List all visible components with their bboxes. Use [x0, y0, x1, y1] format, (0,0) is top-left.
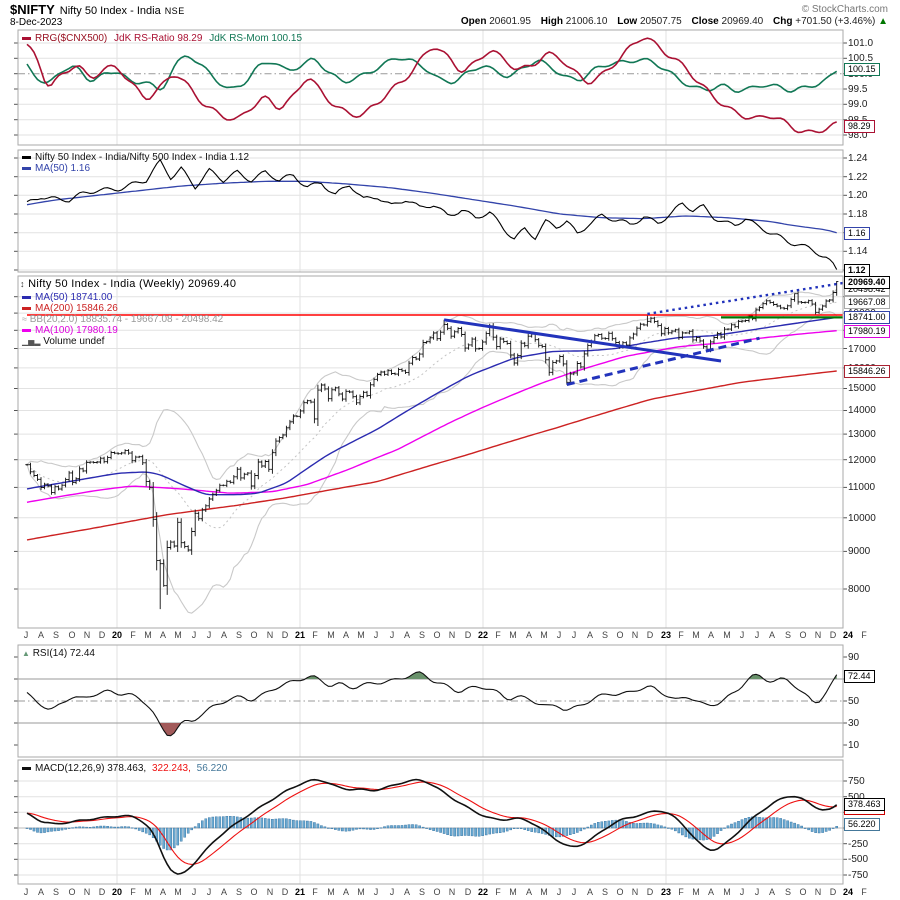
price-legend-volume: ▁▅▂ Volume undef [22, 336, 104, 347]
rrg-rs-ratio-label: JdK RS-Ratio 98.29 [114, 33, 203, 44]
macd-signal-label: 322.243, [151, 763, 191, 774]
price-panel-border [17, 275, 844, 629]
ma200-line [26, 370, 837, 541]
rsi-panel-border [17, 644, 844, 758]
ma100-swatch-icon [22, 328, 31, 332]
high-value: 21006.10 [565, 16, 608, 27]
rrg-symbol-label: RRG($CNX500) [35, 33, 108, 44]
macd-hist-label: 56.220 [196, 763, 228, 774]
macd-signal-line [26, 781, 837, 865]
ratio-line-swatch-icon [22, 155, 31, 159]
price-legend-ma100: MA(100) 17980.19 [22, 325, 118, 336]
ma50-line [26, 316, 837, 496]
ohlc-readout: Open 20601.95 High 21006.10 Low 20507.75… [454, 16, 888, 27]
rsi-icon: ▲ [22, 649, 30, 658]
copyright: © StockCharts.com [801, 4, 888, 15]
trendline-arrow-icon [853, 278, 861, 285]
rrg-line-swatch-icon [22, 36, 31, 40]
ma100-line [26, 330, 837, 503]
high-label: High [540, 16, 563, 27]
open-value: 20601.95 [489, 16, 531, 27]
ratio-ma50-line [26, 180, 837, 234]
ratio-line [26, 158, 838, 270]
rsi-legend: ▲ RSI(14) 72.44 [22, 648, 95, 659]
ma50-swatch-icon [22, 295, 31, 299]
symbol-name: Nifty 50 Index - India [59, 5, 161, 17]
ma200-label: MA(200) 15846.26 [35, 303, 118, 314]
ma100-label: MA(100) 17980.19 [35, 325, 118, 336]
ratio-legend-line1: Nifty 50 Index - India/Nifty 500 Index -… [22, 152, 249, 163]
ratio-legend-line2: MA(50) 1.16 [22, 163, 90, 174]
open-label: Open [460, 16, 487, 27]
rrg-rs-mom-line [26, 55, 838, 94]
bb-icon: ≈ [22, 314, 27, 324]
rrg-legend: RRG($CNX500) JdK RS-Ratio 98.29 JdK RS-M… [22, 33, 302, 44]
bb-label: BB(20,2.0) 18835.74 - 19667.08 - 20498.4… [29, 314, 224, 325]
bb-lower-band [26, 311, 838, 614]
chg-label: Chg [773, 16, 793, 27]
macd-panel-border [17, 759, 844, 885]
price-legend-ma200: MA(200) 15846.26 [22, 303, 118, 314]
rrg-rs-mom-label: JdK RS-Mom 100.15 [209, 33, 303, 44]
macd-histogram [25, 816, 838, 851]
bb-upper-band [26, 288, 838, 480]
symbol-label: $NIFTY [10, 2, 55, 17]
rrg-panel-border [17, 29, 844, 146]
rsi-oversold-fill [159, 723, 181, 736]
rsi-label: RSI(14) 72.44 [32, 648, 95, 659]
macd-label: MACD(12,26,9) 378.463, [35, 763, 147, 774]
price-legend-ma50: MA(50) 18741.00 [22, 292, 112, 303]
low-value: 20507.75 [640, 16, 682, 27]
price-title: Nifty 50 Index - India (Weekly) 20969.40 [28, 278, 237, 290]
ma200-swatch-icon [22, 306, 31, 310]
ratio-ma-label: MA(50) 1.16 [35, 163, 91, 174]
chg-value: +701.50 (+3.46%) [795, 16, 876, 27]
ratio-ma-swatch-icon [22, 166, 31, 170]
chart-date: 8-Dec-2023 [10, 17, 63, 28]
exchange-label: NSE [164, 6, 185, 16]
ratio-panel-border [17, 149, 844, 273]
macd-legend: MACD(12,26,9) 378.463, 322.243, 56.220 [22, 763, 227, 774]
close-value: 20969.40 [721, 16, 764, 27]
chart-header: $NIFTY Nifty 50 Index - India NSE [10, 2, 185, 17]
annotation-trendline [443, 318, 722, 363]
price-panel-group [25, 281, 839, 614]
candlestick-icon: ↕ [20, 279, 25, 289]
annotation-trendline [566, 336, 760, 387]
macd-line [26, 778, 838, 875]
price-legend-bb: ≈ BB(20,2.0) 18835.74 - 19667.08 - 20498… [22, 314, 223, 325]
volume-label: Volume undef [43, 336, 105, 347]
price-legend-title: ↕ Nifty 50 Index - India (Weekly) 20969.… [20, 279, 236, 290]
bb-middle-band [26, 301, 837, 529]
rsi-line [26, 671, 838, 737]
annotation-trendline [647, 280, 855, 316]
ma50-label: MA(50) 18741.00 [35, 292, 113, 303]
rrg-rs-ratio-line [26, 37, 837, 134]
ratio-title: Nifty 50 Index - India/Nifty 500 Index -… [35, 152, 250, 163]
low-label: Low [617, 16, 638, 27]
volume-bars-icon: ▁▅▂ [22, 337, 41, 346]
close-label: Close [691, 16, 719, 27]
macd-line-swatch-icon [22, 766, 31, 770]
chg-up-icon: ▲ [878, 16, 888, 27]
